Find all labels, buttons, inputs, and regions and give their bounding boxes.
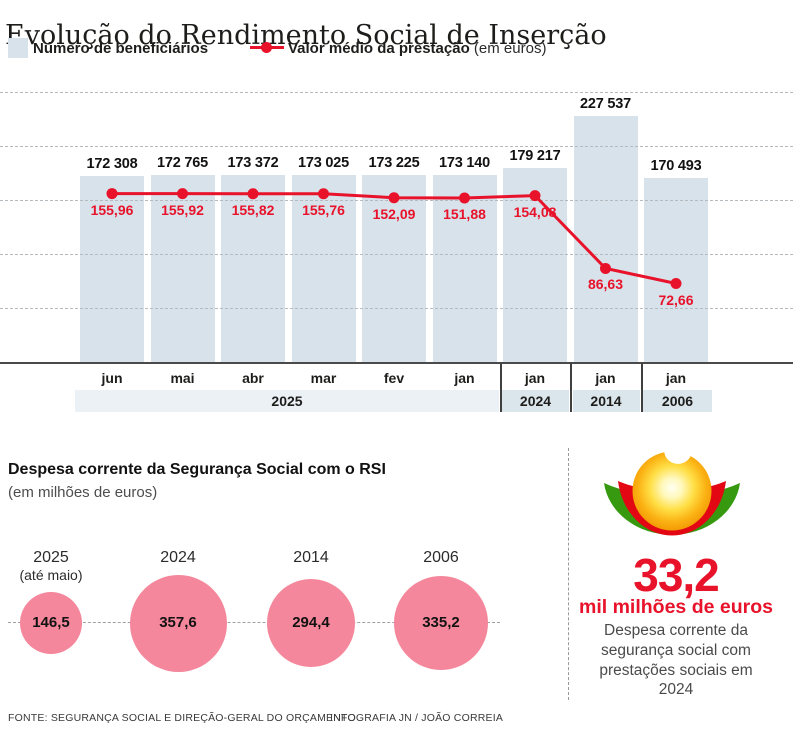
- line-value-label: 155,82: [231, 201, 275, 218]
- bar-value-label: 173 025: [297, 155, 349, 172]
- legend-value-unit: (em euros): [473, 40, 547, 57]
- line-value-label: 154,08: [513, 203, 557, 220]
- year-band-cell: 2006: [643, 390, 712, 412]
- bar: [221, 174, 285, 362]
- bar-value-label: 173 372: [227, 154, 279, 171]
- bubble-connector-line: [8, 622, 500, 623]
- month-label: fev: [383, 370, 405, 386]
- value-line: [106, 188, 682, 290]
- line-point: [318, 188, 329, 200]
- bubble-year-label: 2025: [33, 549, 69, 566]
- line-value-label: 86,63: [587, 276, 624, 293]
- year-band-cell: 2014: [572, 390, 640, 412]
- year-band-cell: 2025: [75, 390, 499, 412]
- legend-value-label-text: Valor médio da prestação: [288, 40, 470, 57]
- seguranca-social-logo-icon: [604, 448, 740, 536]
- bubble: [394, 576, 488, 670]
- bubble-value-label: 357,6: [159, 614, 197, 631]
- month-label: mai: [170, 370, 195, 386]
- bar: [573, 116, 638, 362]
- year-band-cell: 2024: [502, 390, 569, 412]
- line-value-label: 72,66: [658, 291, 694, 308]
- gridline: [0, 92, 793, 93]
- bar: [80, 175, 144, 362]
- month-label: jun: [101, 370, 123, 386]
- line-value-label: 155,96: [90, 201, 134, 218]
- bar-value-label: 172 765: [156, 155, 208, 172]
- highlight-big-number: 33,2: [633, 549, 720, 601]
- bubble-value-label: 335,2: [422, 614, 460, 631]
- column-divider: [640, 363, 643, 412]
- line-value-label: 155,76: [302, 201, 345, 218]
- bar-value-label: 227 537: [579, 96, 631, 113]
- line-value-label: 155,92: [161, 201, 204, 218]
- bar: [150, 175, 215, 362]
- gridline: [0, 254, 793, 255]
- highlight-big-unit: mil milhões de euros: [579, 596, 773, 618]
- month-label: mar: [310, 370, 337, 386]
- bubble-value-label: 146,5: [32, 614, 70, 631]
- bar-value-label: 173 225: [368, 154, 420, 171]
- line-point: [600, 262, 611, 274]
- bar: [291, 175, 356, 362]
- bar-value-label: 173 140: [438, 155, 490, 171]
- bubble-year-label: 2006: [423, 549, 459, 566]
- bubble-value-label: 294,4: [292, 614, 330, 631]
- vertical-separator: [568, 448, 569, 700]
- bar-value-label: 172 308: [86, 155, 138, 172]
- bar: [644, 177, 708, 362]
- column-divider: [499, 363, 502, 412]
- line-value-label: 151,88: [443, 206, 486, 222]
- bubble: [20, 592, 83, 655]
- line-value-label: 152,09: [372, 205, 416, 222]
- legend-value-label: Valor médio da prestação (em euros): [288, 40, 546, 57]
- bubble: [129, 574, 227, 672]
- month-label: jan: [524, 370, 546, 386]
- line-point: [529, 190, 541, 202]
- line-point: [177, 188, 188, 200]
- line-point: [459, 192, 470, 204]
- month-label: jan: [454, 370, 475, 386]
- bubble-year-label: 2014: [293, 549, 329, 566]
- beneficiaries-swatch-icon: [8, 38, 28, 58]
- bar: [432, 175, 497, 362]
- bubble-chart-subtitle: (em milhões de euros): [8, 484, 158, 501]
- bubble-chart-title: Despesa corrente da Segurança Social com…: [8, 461, 386, 478]
- footer-credit: INFOGRAFIA JN / JOÃO CORREIA: [330, 712, 504, 724]
- line-point: [388, 192, 400, 204]
- line-point: [247, 188, 259, 200]
- line-legend-dot-icon: [261, 42, 272, 53]
- line-point: [670, 278, 682, 290]
- bubble-year-label: 2024: [160, 549, 196, 566]
- line-point: [106, 188, 118, 200]
- bar: [362, 174, 426, 362]
- column-divider: [570, 363, 572, 412]
- footer-source: FONTE: SEGURANÇA SOCIAL E DIREÇÃO-GERAL …: [8, 712, 356, 724]
- gridline: [0, 146, 793, 147]
- month-label: jan: [595, 370, 616, 386]
- bar-value-label: 179 217: [509, 148, 561, 165]
- bubble: [267, 579, 355, 667]
- legend-beneficiaries-label: Número de beneficiários: [33, 40, 209, 57]
- gridline: [0, 308, 793, 309]
- page-title: Evolução do Rendimento Social de Inserçã…: [5, 20, 607, 52]
- bubble-year-note: (até maio): [19, 567, 83, 583]
- x-axis-line: [0, 362, 793, 364]
- month-label: abr: [242, 370, 264, 386]
- highlight-description: Despesa corrente da segurança social com…: [599, 622, 753, 699]
- month-label: jan: [665, 370, 687, 386]
- bar-value-label: 170 493: [650, 157, 702, 174]
